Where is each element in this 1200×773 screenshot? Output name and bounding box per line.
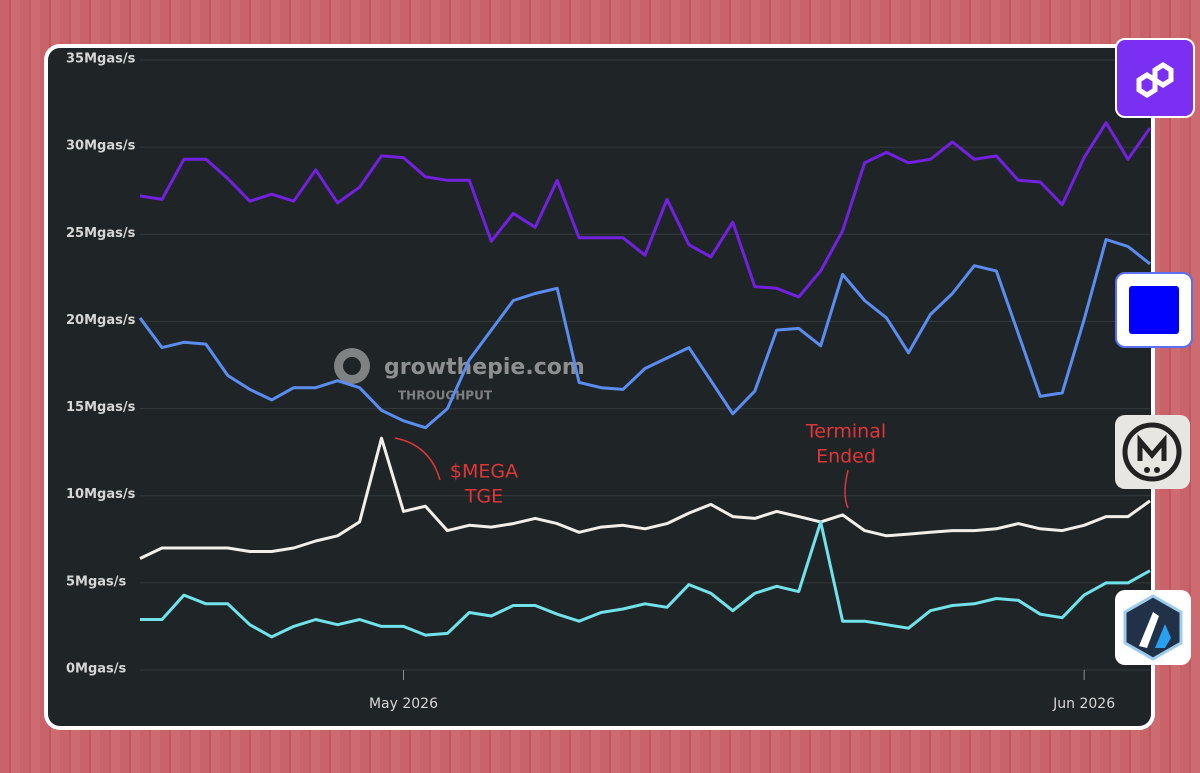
watermark-logo	[334, 348, 370, 384]
y-tick-label: 15Mgas/s	[66, 400, 136, 415]
y-tick-label: 35Mgas/s	[66, 52, 136, 67]
series-line	[138, 238, 1151, 430]
base-square	[1129, 286, 1179, 334]
annotation-arrow	[394, 437, 441, 481]
x-tick-label: Jun 2026	[1052, 696, 1115, 712]
series-line	[139, 436, 1151, 560]
y-tick-label: 20Mgas/s	[66, 313, 136, 328]
annotation-text: TGE	[464, 486, 503, 508]
y-tick-label: 30Mgas/s	[66, 139, 136, 154]
y-tick-label: 10Mgas/s	[66, 487, 136, 502]
annotation-text: Ended	[816, 446, 876, 468]
arbitrum-icon	[1115, 590, 1191, 665]
annotation-text: $MEGA	[450, 461, 518, 483]
megaeth-glyph	[1122, 422, 1182, 482]
polygon-icon	[1115, 38, 1195, 118]
watermark-subtitle: THROUGHPUT	[398, 389, 493, 403]
y-tick-label: 5Mgas/s	[66, 574, 127, 589]
megaeth-icon	[1115, 415, 1190, 489]
x-tick-label: May 2026	[369, 696, 438, 712]
base-icon	[1115, 272, 1193, 348]
y-tick-label: 25Mgas/s	[66, 226, 136, 241]
series-line	[140, 520, 1151, 639]
arbitrum-glyph	[1123, 594, 1183, 661]
series-line	[139, 121, 1152, 299]
watermark: growthepie.com	[384, 355, 585, 380]
y-tick-label: 0Mgas/s	[66, 662, 127, 677]
annotation-text: Terminal	[805, 421, 886, 443]
annotation-arrow	[844, 469, 849, 509]
polygon-glyph	[1136, 62, 1174, 98]
